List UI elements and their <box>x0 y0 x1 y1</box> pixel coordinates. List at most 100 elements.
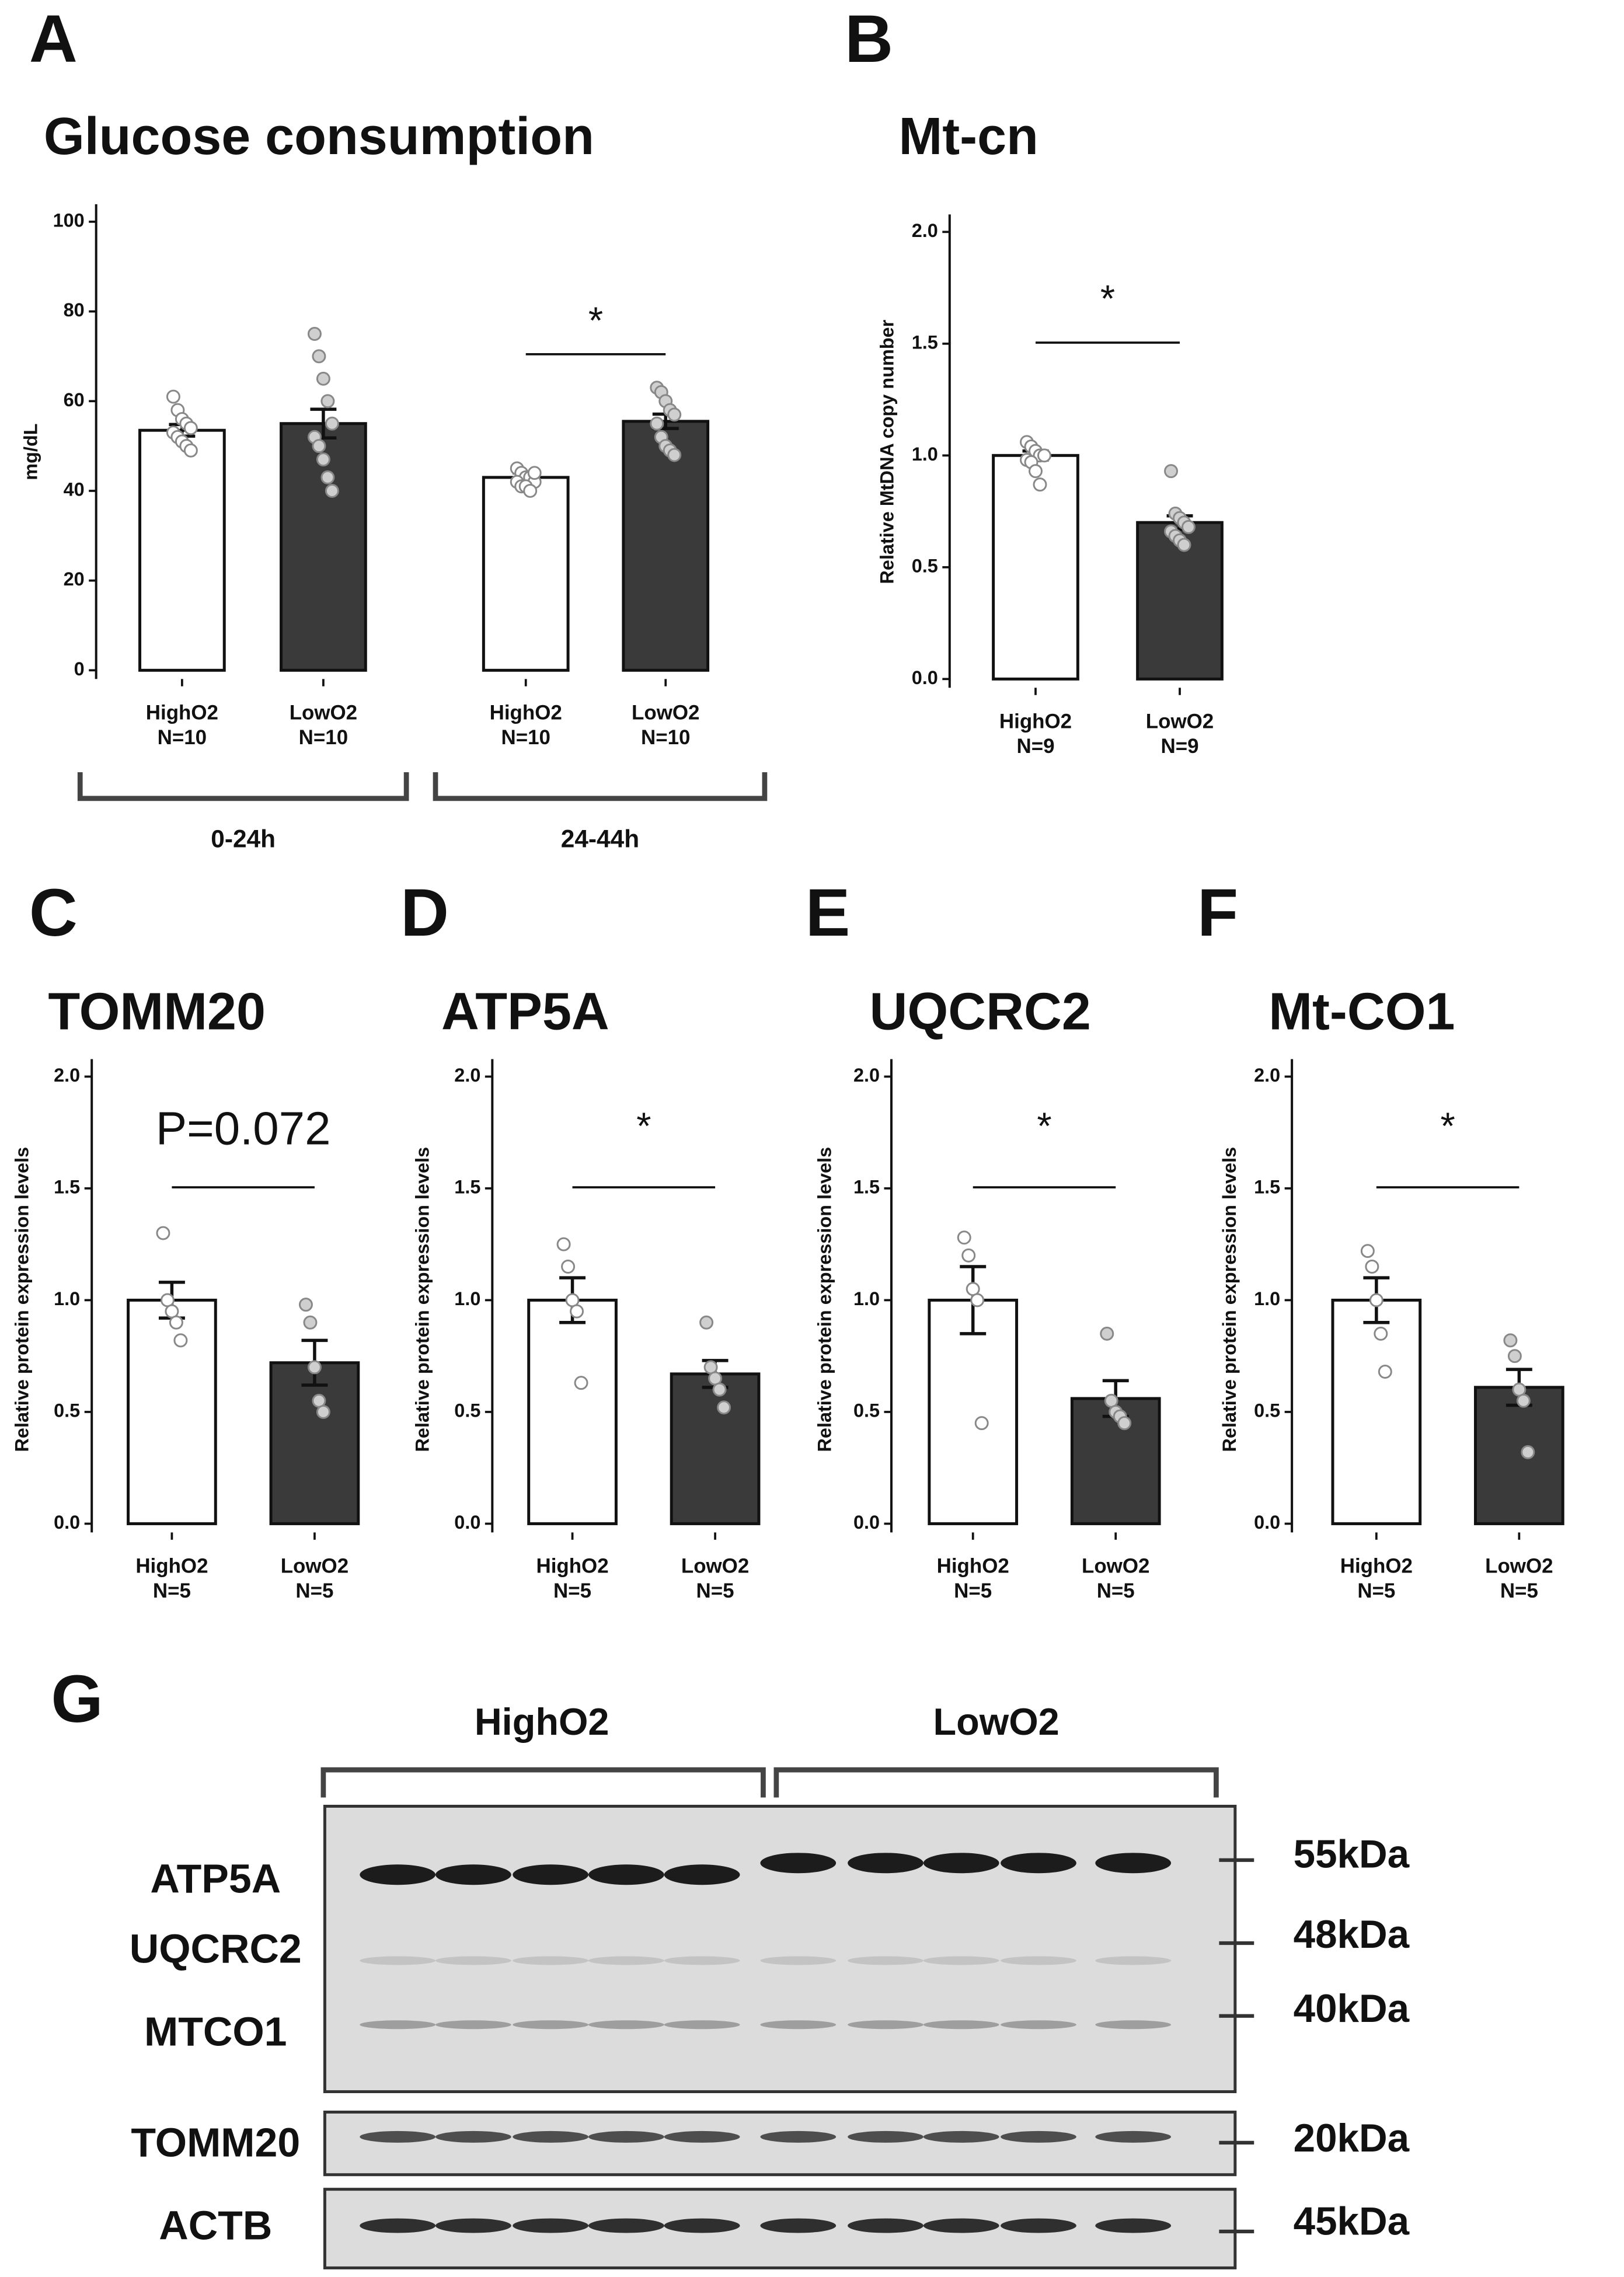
panel-letter: G <box>51 1662 103 1736</box>
y-tick-label: 0.5 <box>54 1400 80 1421</box>
data-point <box>1181 519 1196 534</box>
chart-title: ATP5A <box>441 982 609 1041</box>
data-point <box>320 394 335 409</box>
band <box>848 2218 923 2233</box>
data-point <box>699 1315 714 1330</box>
y-axis-label: Relative protein expression levels <box>1219 1147 1240 1452</box>
band <box>360 1864 436 1885</box>
band <box>760 1853 837 1874</box>
y-tick-label: 2.0 <box>54 1065 80 1086</box>
y-tick-label: 1.5 <box>54 1177 80 1198</box>
data-point <box>183 443 198 458</box>
band <box>664 1956 740 1965</box>
x-tick-label: LowO2 <box>1485 1555 1553 1578</box>
x-tick-label: N=9 <box>1016 735 1054 758</box>
data-point <box>1503 1333 1518 1348</box>
group-label: 24-44h <box>561 825 639 852</box>
bar <box>482 476 570 672</box>
blot-group-label: HighO2 <box>475 1700 609 1743</box>
y-tick-label: 0.0 <box>1254 1512 1280 1533</box>
y-tick-label: 40 <box>64 479 85 500</box>
band <box>513 1864 589 1885</box>
y-tick-label: 2.0 <box>912 220 938 241</box>
data-point <box>961 1248 976 1263</box>
data-point <box>307 326 322 341</box>
bands <box>360 1853 1172 2233</box>
data-point <box>303 1315 318 1330</box>
x-tick-label: N=5 <box>1500 1579 1538 1602</box>
data-point <box>970 1293 985 1307</box>
marker-label: 20kDa <box>1294 2116 1410 2160</box>
y-tick-label: 1.0 <box>912 444 938 465</box>
band <box>513 2130 589 2143</box>
x-tick-label: N=5 <box>696 1579 734 1602</box>
data-point <box>1374 1326 1388 1341</box>
data-point <box>1521 1445 1535 1459</box>
data-point <box>316 371 330 386</box>
western-blot: G HighO2 LowO2 ATP5A UQCRC2 MTCO1 TOMM20… <box>51 1662 1410 2269</box>
y-axis-label: Relative MtDNA copy number <box>877 319 898 584</box>
protein-label: TOMM20 <box>131 2119 300 2165</box>
group-bracket <box>320 1767 1219 1798</box>
band <box>1095 1956 1172 1965</box>
chart-title: UQCRC2 <box>870 982 1091 1041</box>
x-tick-label: N=5 <box>553 1579 591 1602</box>
bar <box>992 454 1079 681</box>
group-label: 0-24h <box>211 825 276 852</box>
bar <box>1474 1386 1564 1525</box>
y-tick-label: 1.5 <box>912 332 938 353</box>
x-tick-label: N=9 <box>1161 735 1198 758</box>
data-point <box>1360 1244 1375 1258</box>
y-tick-label: 0.5 <box>454 1400 480 1421</box>
protein-label: ATP5A <box>150 1856 281 1902</box>
x-tick-label: LowO2 <box>281 1555 349 1578</box>
blot-group-label: LowO2 <box>933 1700 1060 1743</box>
panel-letter: F <box>1197 876 1238 950</box>
y-tick-label: 1.0 <box>54 1288 80 1309</box>
band <box>664 2130 740 2143</box>
band <box>435 1864 511 1885</box>
significance-label: P=0.072 <box>156 1102 331 1154</box>
data-point <box>173 1333 188 1348</box>
band <box>513 1956 589 1965</box>
band <box>588 2218 664 2233</box>
bar <box>622 420 710 672</box>
panel-letter: A <box>29 2 78 76</box>
marker-label: 40kDa <box>1294 1987 1410 2031</box>
y-tick-label: 0.0 <box>54 1512 80 1533</box>
x-tick-label: HighO2 <box>999 710 1072 733</box>
group-bracket <box>433 772 768 801</box>
data-point <box>298 1298 313 1312</box>
band <box>848 1956 923 1965</box>
data-point <box>1516 1393 1531 1408</box>
blot-membrane <box>323 2110 1237 2177</box>
panel-letter: E <box>806 876 851 950</box>
data-point <box>574 1376 588 1390</box>
bar <box>527 1298 618 1525</box>
band <box>760 2130 837 2143</box>
protein-label: MTCO1 <box>144 2009 287 2055</box>
band <box>588 1956 664 1965</box>
band <box>435 2020 511 2030</box>
x-tick-label: HighO2 <box>536 1555 608 1578</box>
significance-label: * <box>1100 277 1115 320</box>
data-point <box>1369 1293 1383 1307</box>
data-point <box>169 1315 183 1330</box>
y-tick-label: 0.0 <box>853 1512 880 1533</box>
data-point <box>325 416 339 431</box>
data-point <box>156 1226 170 1240</box>
bar <box>127 1298 217 1525</box>
band <box>513 2218 589 2233</box>
x-tick-label: HighO2 <box>490 701 562 724</box>
data-point <box>1177 538 1191 552</box>
x-tick-label: N=5 <box>1097 1579 1135 1602</box>
data-point <box>1507 1349 1522 1364</box>
y-tick-label: 20 <box>64 569 85 590</box>
x-tick-label: HighO2 <box>937 1555 1009 1578</box>
data-point <box>325 483 339 498</box>
y-tick-label: 0.0 <box>454 1512 480 1533</box>
bar <box>269 1361 360 1525</box>
data-point <box>561 1260 576 1274</box>
